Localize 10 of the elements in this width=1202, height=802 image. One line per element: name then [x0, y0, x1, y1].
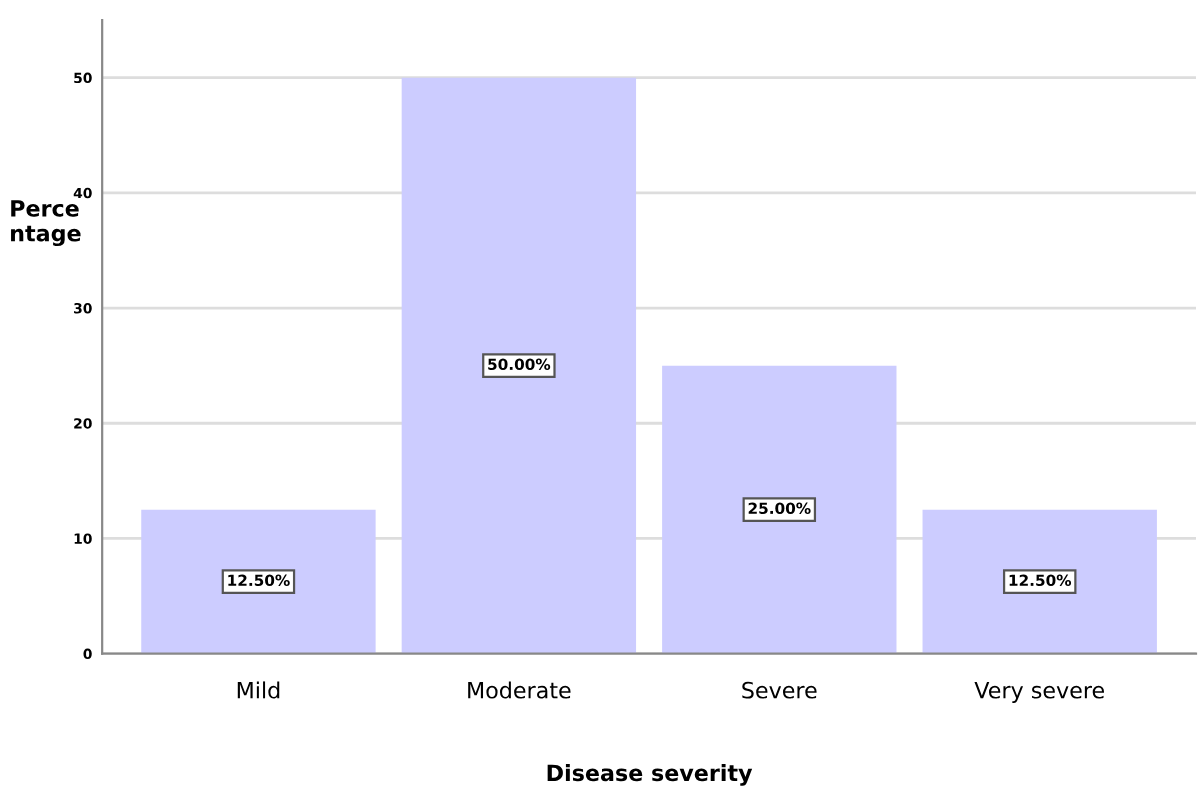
y-axis-title: Perce ntage	[11, 200, 81, 247]
x-tick-label: Moderate	[468, 681, 571, 699]
bar	[922, 509, 1157, 654]
bar	[662, 365, 897, 654]
bar	[401, 77, 637, 654]
x-tick-label: Very severe	[974, 682, 1104, 703]
x-axis-title: Disease severity	[547, 764, 753, 786]
bar	[141, 509, 376, 654]
x-tick-label: Severe	[742, 681, 817, 699]
x-tick-label: Mild	[237, 681, 280, 699]
